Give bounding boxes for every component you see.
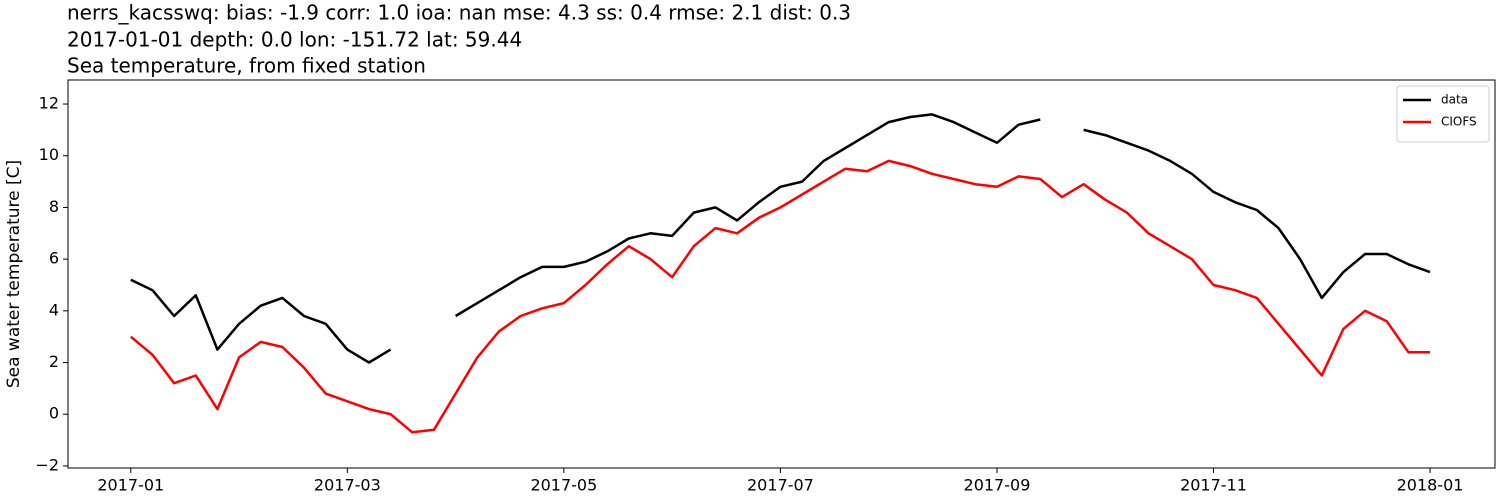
y-tick-label: 8: [49, 197, 59, 216]
y-axis-label: Sea water temperature [C]: [4, 160, 24, 388]
y-tick-label: 0: [49, 404, 59, 423]
y-tick-label: 2: [49, 352, 59, 371]
x-tick-label: 2017-09: [964, 476, 1031, 495]
title-line: 2017-01-01 depth: 0.0 lon: -151.72 lat: …: [67, 28, 522, 52]
x-tick-label: 2017-11: [1180, 476, 1247, 495]
x-tick-label: 2017-05: [530, 476, 597, 495]
y-tick-label: 4: [49, 300, 59, 319]
legend: data CIOFS: [1396, 85, 1490, 143]
legend-label: CIOFS: [1441, 115, 1477, 129]
data-line: [129, 159, 1430, 434]
plot-frame: [67, 79, 1496, 469]
title-line: nerrs_kacsswq: bias: -1.9 corr: 1.0 ioa:…: [67, 1, 851, 25]
legend-label: data: [1441, 93, 1468, 107]
x-tick-label: 2017-03: [314, 476, 381, 495]
x-tick-label: 2017-07: [747, 476, 814, 495]
y-tick-label: 6: [49, 249, 59, 268]
x-tick-label: 2018-01: [1397, 476, 1464, 495]
y-tick-label: −2: [35, 455, 59, 474]
data-line: [130, 113, 1431, 364]
y-tick-label: 10: [39, 145, 59, 164]
y-tick-label: 12: [39, 94, 59, 113]
x-tick-label: 2017-01: [97, 476, 164, 495]
title-line: Sea temperature, from fixed station: [67, 54, 426, 78]
